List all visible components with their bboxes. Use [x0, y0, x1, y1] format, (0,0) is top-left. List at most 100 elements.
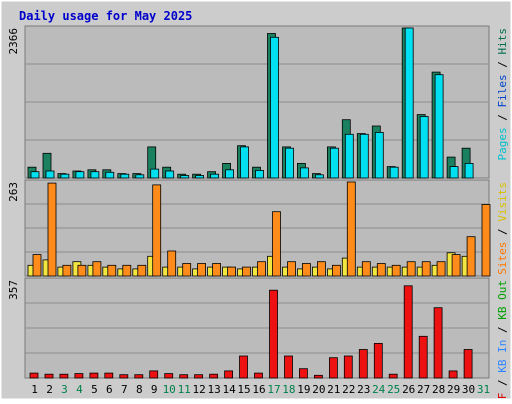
bar — [466, 236, 476, 277]
panel-visits-sites: 263 Sites / Visits — [7, 179, 509, 277]
bar — [451, 254, 461, 277]
bar — [373, 342, 383, 379]
bar — [135, 174, 145, 179]
legend-entry: Files — [496, 74, 509, 107]
bar — [90, 171, 100, 179]
bar — [314, 174, 324, 179]
bar — [449, 166, 459, 179]
bar — [376, 263, 386, 277]
bar — [389, 166, 399, 179]
x-tick-label: 17 — [267, 383, 280, 396]
bar — [418, 335, 428, 379]
bar — [464, 162, 474, 179]
bar — [30, 171, 40, 179]
bar — [47, 182, 57, 277]
x-tick-label: 10 — [163, 383, 176, 396]
x-tick-label: 1 — [31, 383, 38, 396]
bar — [269, 289, 278, 379]
bar — [32, 254, 42, 277]
bar — [361, 261, 371, 277]
bar — [285, 147, 294, 179]
x-tick-label: 11 — [178, 383, 191, 396]
bar — [287, 261, 296, 277]
bar — [388, 373, 398, 379]
bar — [301, 263, 311, 277]
bar — [77, 264, 87, 277]
bar — [210, 173, 220, 179]
bar — [270, 36, 279, 179]
panel-hits-files-pages: 2366 Pages / Files / Hits — [7, 25, 509, 179]
legend-entry: / — [496, 222, 509, 242]
x-tick-label: 31 — [477, 383, 490, 396]
bar — [122, 264, 132, 277]
bar — [255, 169, 264, 179]
y-max-label: 2366 — [7, 28, 20, 55]
bar — [104, 372, 114, 379]
x-tick-label: 2 — [46, 383, 53, 396]
bar — [331, 264, 341, 277]
x-tick-label: 14 — [222, 383, 236, 396]
bar — [149, 370, 159, 379]
bar — [179, 374, 189, 379]
bar — [120, 173, 130, 179]
x-tick-label: 19 — [297, 383, 310, 396]
bar — [359, 133, 369, 179]
bar — [329, 147, 339, 179]
bar — [59, 373, 69, 379]
x-tick-label: 7 — [121, 383, 128, 396]
legend-entry: KB F — [496, 393, 509, 400]
x-tick-label: 5 — [91, 383, 98, 396]
x-tick-label: 15 — [237, 383, 250, 396]
bar — [239, 355, 248, 379]
bar — [60, 173, 70, 179]
legend-entry: Hits — [496, 28, 509, 55]
bar — [481, 204, 491, 277]
series-sites — [32, 181, 491, 277]
bar — [92, 261, 102, 277]
bar — [344, 133, 354, 179]
bar — [284, 355, 293, 379]
x-tick-label: 9 — [151, 383, 158, 396]
bar — [299, 167, 309, 179]
legend-entry: Pages — [496, 127, 509, 160]
bar — [105, 171, 115, 179]
x-tick-label: 13 — [207, 383, 220, 396]
legend: Pages / Files / Hits — [496, 28, 509, 161]
bar — [358, 349, 368, 379]
bar — [313, 374, 323, 379]
x-tick-label: 25 — [387, 383, 400, 396]
x-axis: 1 2 3 4 5 6 7 8 9 10 11 12 13 14 15 16 17 18 19 20 21 22 23 24 2… — [31, 383, 490, 396]
legend-entry: / — [496, 55, 509, 75]
x-tick-label: 30 — [462, 383, 475, 396]
bar — [346, 181, 356, 277]
bar — [119, 374, 129, 379]
bar — [197, 263, 207, 277]
bar — [212, 263, 222, 277]
bar — [419, 116, 429, 179]
bar — [74, 373, 84, 379]
bar — [224, 370, 234, 379]
legend: KB F / KB In / KB Out — [496, 280, 509, 400]
bar — [421, 261, 431, 277]
legend-entry: / — [496, 320, 509, 340]
bar — [137, 264, 147, 277]
x-tick-label: 16 — [252, 383, 265, 396]
x-tick-label: 23 — [357, 383, 370, 396]
x-tick-label: 26 — [402, 383, 415, 396]
bar — [403, 285, 413, 379]
bar — [29, 372, 39, 379]
x-tick-label: 6 — [106, 383, 113, 396]
bar — [406, 261, 416, 277]
bar — [343, 355, 353, 379]
bar — [436, 261, 446, 277]
legend: Sites / Visits — [496, 182, 509, 275]
bar — [134, 374, 144, 379]
bar — [62, 264, 72, 277]
x-tick-label: 22 — [342, 383, 355, 396]
x-tick-label: 12 — [192, 383, 205, 396]
x-tick-label: 8 — [136, 383, 143, 396]
series-files — [30, 27, 474, 179]
bar — [164, 373, 174, 379]
